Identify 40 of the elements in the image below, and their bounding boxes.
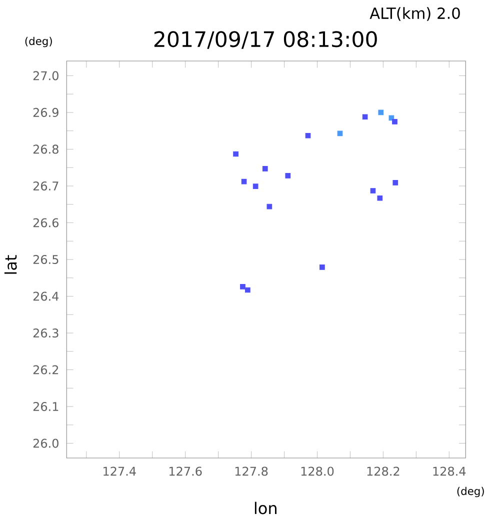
chart-title: 2017/09/17 08:13:00 [154,31,378,49]
x-tick-label: 127.8 [236,466,268,476]
y-tick-label: 26.6 [34,218,59,228]
y-tick-label: 26.3 [34,328,58,338]
point [377,195,383,201]
point [320,264,326,270]
y-axis-title: lat [4,255,18,274]
point [306,132,311,138]
point [266,204,272,210]
point [285,173,291,178]
point [392,118,398,124]
point [362,114,368,120]
point [253,184,258,190]
y-tick-label: 26.2 [34,365,58,374]
x-tick-label: 127.6 [170,466,202,476]
x-tick-label: 128.4 [433,466,466,476]
y-tick-label: 26.5 [34,254,58,264]
y-tick-label: 27.0 [34,71,59,80]
x-tick-label: 128.2 [368,466,400,476]
point [392,180,398,186]
chart-subtitle: ALT(km) 2.0 [370,7,460,21]
y-tick-label: 26.4 [34,292,59,301]
point [240,284,246,290]
y-tick-label: 26.8 [34,144,59,154]
x-tick-label: 128.0 [302,466,334,476]
y-tick-label: 26.9 [34,108,59,117]
point [370,188,376,194]
text: (deg) [458,486,484,498]
y-tick-label: 26.1 [34,402,58,412]
x-tick-label: 127.4 [104,466,136,476]
point [245,287,251,293]
point [262,166,268,172]
point [378,110,384,116]
point [338,130,343,136]
point [242,178,247,184]
text: (deg) [26,36,52,48]
y-tick-label: 26.0 [34,438,59,448]
x-axis-title: lon [255,502,277,514]
y-tick-label: 26.7 [34,181,58,191]
point [233,151,239,157]
